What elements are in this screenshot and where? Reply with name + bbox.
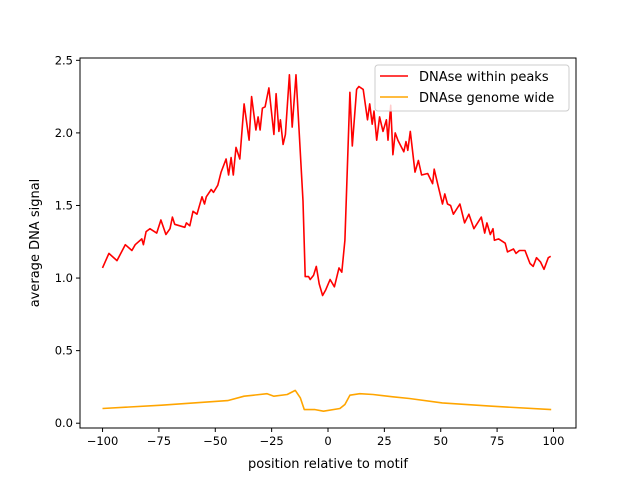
y-axis-label: average DNA signal bbox=[28, 179, 43, 308]
legend: DNAse within peaks DNAse genome wide bbox=[374, 64, 570, 112]
x-tick-label: 100 bbox=[542, 434, 564, 448]
x-axis: −100 −75 −50 −25 0 25 50 75 100 bbox=[87, 428, 564, 448]
legend-label-peaks: DNAse within peaks bbox=[419, 70, 549, 85]
x-tick-label: 0 bbox=[324, 434, 331, 448]
x-tick-label: 25 bbox=[377, 434, 392, 448]
x-tick-label: −75 bbox=[147, 434, 171, 448]
y-axis: 0.0 0.5 1.0 1.5 2.0 2.5 bbox=[55, 53, 80, 430]
y-tick-label: 1.5 bbox=[55, 198, 73, 212]
x-tick-label: −50 bbox=[203, 434, 227, 448]
series-line-0 bbox=[101, 74, 552, 297]
x-tick-label: 75 bbox=[490, 434, 505, 448]
y-tick-label: 0.5 bbox=[55, 344, 73, 358]
x-axis-label: position relative to motif bbox=[248, 457, 408, 472]
legend-box bbox=[374, 64, 570, 112]
x-tick-label: −100 bbox=[87, 434, 119, 448]
legend-label-genome: DNAse genome wide bbox=[419, 91, 554, 106]
x-tick-label: −25 bbox=[259, 434, 283, 448]
x-tick-label: 50 bbox=[433, 434, 448, 448]
y-tick-label: 2.0 bbox=[55, 126, 73, 140]
plot-area bbox=[101, 74, 552, 413]
y-tick-label: 1.0 bbox=[55, 271, 73, 285]
series-line-1 bbox=[102, 389, 552, 413]
y-tick-label: 0.0 bbox=[55, 416, 73, 430]
y-tick-label: 2.5 bbox=[55, 53, 73, 67]
